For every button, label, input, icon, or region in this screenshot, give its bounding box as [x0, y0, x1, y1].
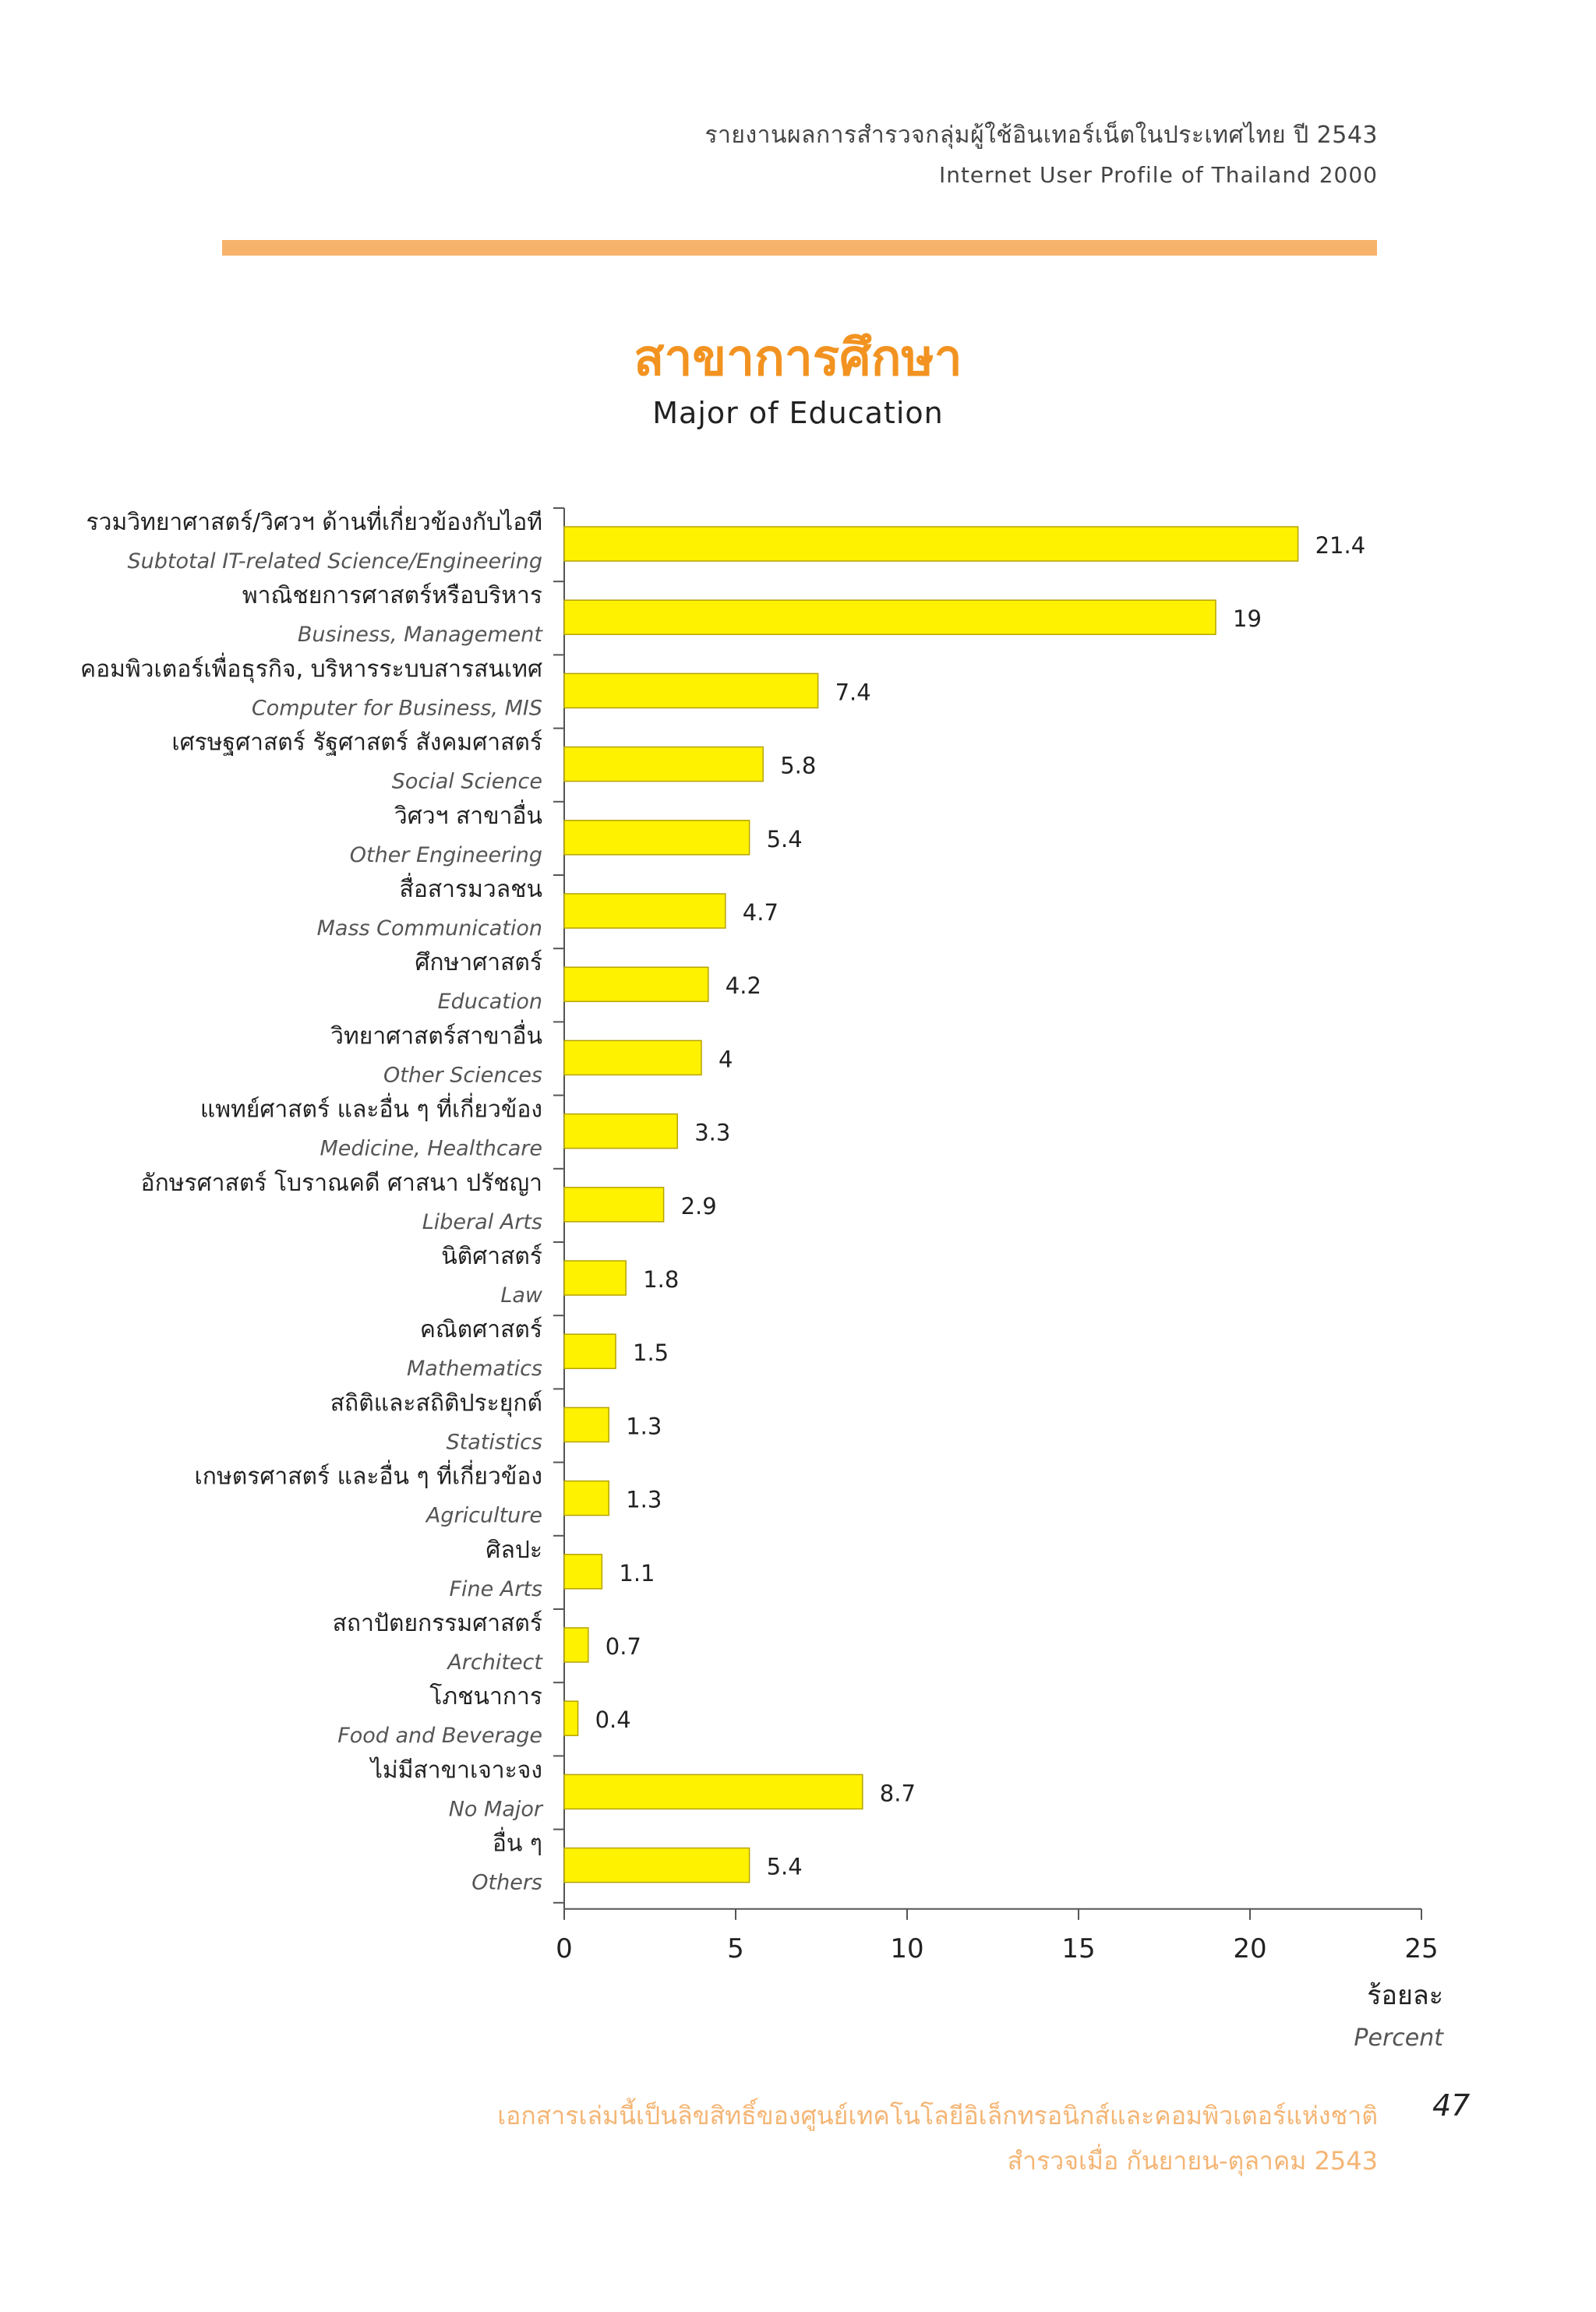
bar-value-label: 3.3: [694, 1120, 730, 1146]
category-label-thai: เศรษฐศาสตร์ รัฐศาสตร์ สังคมศาสตร์: [171, 729, 542, 757]
bar: [563, 1407, 609, 1443]
bar: [563, 599, 1216, 635]
x-tick-label: 15: [1061, 1933, 1095, 1964]
bar-value-label: 1.1: [619, 1560, 655, 1587]
category-label-english: Computer for Business, MIS: [252, 696, 542, 720]
bar-value-label: 21.4: [1315, 532, 1366, 559]
category-label-english: Architect: [446, 1650, 543, 1675]
category-label-english: Others: [471, 1871, 542, 1895]
category-label-thai: อื่น ๆ: [493, 1827, 542, 1858]
bar: [563, 820, 750, 856]
category-label-english: Other Engineering: [350, 843, 542, 867]
bar-value-label: 7.4: [835, 679, 871, 705]
header-thai: รายงานผลการสำรวจกลุ่มผู้ใช้อินเทอร์เน็ตใ…: [704, 122, 1378, 149]
bar: [563, 1260, 627, 1296]
footer-survey-date: สำรวจเมื่อ กันยายน-ตุลาคม 2543: [1007, 2146, 1378, 2176]
category-label-english: Medicine, Healthcare: [320, 1137, 542, 1161]
category-label-english: Fine Arts: [449, 1577, 542, 1601]
x-tick-label: 25: [1404, 1933, 1438, 1964]
x-tick-label: 20: [1233, 1933, 1266, 1964]
bar: [563, 966, 709, 1002]
x-axis-title-thai: ร้อยละ: [1367, 1980, 1443, 2011]
category-label-english: Agriculture: [425, 1504, 542, 1528]
bar-value-label: 4.7: [743, 899, 779, 926]
bar: [563, 1627, 589, 1663]
category-label-thai: ศิลปะ: [486, 1537, 542, 1564]
category-label-english: Law: [500, 1283, 543, 1308]
category-label-thai: โภชนาการ: [429, 1682, 542, 1710]
bar: [563, 1847, 750, 1883]
category-label-thai: ไม่มีสาขาเจาะจง: [369, 1756, 542, 1784]
category-label-english: Business, Management: [298, 623, 543, 647]
bar-value-label: 2.9: [681, 1193, 717, 1220]
bar: [563, 1554, 603, 1590]
header-accent-bar: [222, 240, 1377, 256]
category-label-english: No Major: [449, 1797, 544, 1821]
bar: [563, 1700, 579, 1736]
category-label-thai: สถาปัตยกรรมศาสตร์: [333, 1610, 542, 1637]
category-label-thai: วิทยาศาสตร์สาขาอื่น: [330, 1019, 542, 1050]
bar: [563, 1187, 665, 1223]
category-label-thai: อักษรศาสตร์ โบราณคดี ศาสนา ปรัชญา: [141, 1169, 542, 1197]
category-label-thai: คณิตศาสตร์: [420, 1316, 542, 1343]
category-label-thai: วิศวฯ สาขาอื่น: [394, 799, 542, 830]
x-axis-title-english: Percent: [1354, 2024, 1444, 2052]
bar-value-label: 5.4: [767, 1854, 803, 1880]
page-number: 47: [1432, 2088, 1471, 2123]
x-tick-label: 10: [890, 1933, 923, 1964]
category-label-thai: แพทย์ศาสตร์ และอื่น ๆ ที่เกี่ยวข้อง: [200, 1093, 542, 1124]
header-english: Internet User Profile of Thailand 2000: [938, 162, 1378, 188]
bar-value-label: 1.3: [626, 1487, 662, 1513]
bar-value-label: 5.8: [780, 753, 816, 779]
category-label-thai: ศึกษาศาสตร์: [415, 949, 542, 976]
bar: [563, 746, 764, 782]
category-label-thai: สถิติและสถิติประยุกต์: [330, 1389, 542, 1417]
bar: [563, 1333, 616, 1369]
bar: [563, 1774, 863, 1810]
category-label-thai: นิติศาสตร์: [441, 1243, 542, 1270]
bar-value-label: 8.7: [880, 1780, 916, 1806]
bar: [563, 1113, 678, 1149]
footer-copyright: เอกสารเล่มนี้เป็นลิขสิทธิ์ของศูนย์เทคโนโ…: [497, 2101, 1378, 2130]
bar: [563, 1040, 702, 1076]
category-label-thai: คอมพิวเตอร์เพื่อธุรกิจ, บริหารระบบสารสนเ…: [80, 652, 542, 683]
category-label-thai: พาณิชยการศาสตร์หรือบริหาร: [242, 582, 542, 609]
category-label-english: Mass Communication: [317, 916, 542, 941]
bar-value-label: 19: [1233, 605, 1262, 632]
bar: [563, 893, 726, 929]
x-tick-label: 0: [556, 1933, 573, 1964]
bar-value-label: 4.2: [726, 972, 761, 999]
bar-value-label: 4: [719, 1046, 733, 1072]
category-label-english: Other Sciences: [383, 1063, 542, 1087]
category-label-thai: รวมวิทยาศาสตร์/วิศวฯ ด้านที่เกี่ยวข้องกั…: [86, 506, 542, 536]
x-tick-label: 5: [727, 1933, 744, 1964]
bar: [563, 672, 819, 709]
bar-value-label: 1.5: [633, 1340, 669, 1366]
bar: [563, 1480, 609, 1516]
bar-value-label: 5.4: [767, 826, 803, 852]
bar-value-label: 1.3: [626, 1413, 662, 1439]
category-label-english: Liberal Arts: [422, 1210, 542, 1234]
category-label-english: Mathematics: [407, 1357, 542, 1381]
bar-value-label: 0.7: [606, 1633, 641, 1660]
category-label-english: Statistics: [447, 1430, 542, 1454]
bar: [563, 526, 1299, 562]
bar-value-label: 1.8: [643, 1266, 679, 1293]
category-label-thai: สื่อสารมวลชน: [400, 873, 542, 903]
category-label-english: Food and Beverage: [337, 1724, 542, 1748]
category-label-thai: เกษตรศาสตร์ และอื่น ๆ ที่เกี่ยวข้อง: [195, 1460, 542, 1491]
chart-title-thai: สาขาการศึกษา: [634, 330, 962, 387]
category-label-english: Education: [438, 990, 542, 1014]
chart-title-english: Major of Education: [652, 396, 944, 430]
bar-value-label: 0.4: [595, 1707, 631, 1733]
category-label-english: Subtotal IT-related Science/Engineering: [128, 549, 543, 574]
category-label-english: Social Science: [392, 770, 542, 794]
